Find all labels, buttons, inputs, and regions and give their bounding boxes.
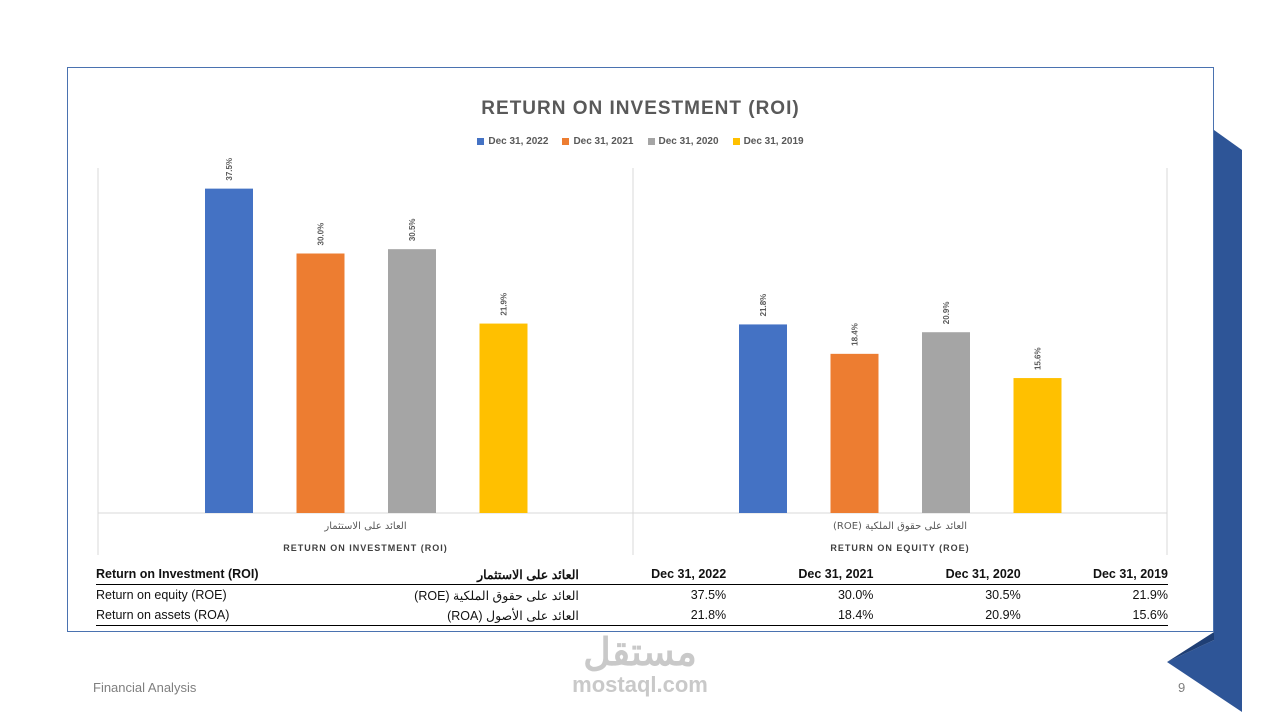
legend-label: Dec 31, 2019 — [743, 136, 804, 147]
table-header-col: Dec 31, 2019 — [1020, 564, 1168, 585]
table-header-row: Return on Investment (ROI) العائد على ال… — [96, 564, 1168, 585]
watermark-url: mostaql.com — [572, 672, 708, 697]
bar — [739, 324, 787, 513]
watermark-logo: مستقل — [583, 632, 697, 674]
legend-item: Dec 31, 2020 — [647, 136, 719, 147]
data-label: 18.4% — [851, 323, 860, 346]
bar — [1013, 378, 1062, 513]
legend-label: Dec 31, 2022 — [488, 136, 549, 147]
legend-swatch — [477, 138, 485, 145]
table-row-label-en: Return on assets (ROA) — [96, 605, 303, 626]
data-label: 20.9% — [942, 302, 951, 325]
legend-label: Dec 31, 2021 — [573, 136, 634, 147]
bar — [830, 353, 879, 513]
table-cell: 37.5% — [690, 588, 727, 602]
table-header-en: Return on Investment (ROI) — [96, 564, 303, 585]
category-label-en: RETURN ON INVESTMENT (ROI) — [283, 543, 448, 553]
table-header-ar: العائد على الاستثمار — [302, 564, 579, 585]
table-cell: 21.8% — [578, 605, 727, 626]
table-cell: 20.9% — [873, 605, 1021, 626]
table-row-label-en: Return on equity (ROE) — [96, 588, 227, 602]
table-header-col: Dec 31, 2020 — [873, 564, 1021, 585]
legend-swatch — [562, 138, 570, 145]
table-cell: 30.5% — [985, 588, 1021, 602]
chart-legend: Dec 31, 2022 Dec 31, 2021 Dec 31, 2020 Dec … — [68, 136, 1213, 147]
bar — [922, 332, 970, 513]
data-label: 30.0% — [317, 223, 326, 246]
category-label-ar: العائد على الاستثمار — [323, 521, 406, 532]
chart-frame: RETURN ON INVESTMENT (ROI) Dec 31, 2022 D… — [67, 67, 1214, 632]
table-cell: 21.9% — [1132, 588, 1168, 602]
table-cell: 15.6% — [1020, 605, 1168, 626]
legend-swatch — [647, 138, 655, 145]
data-label: 37.5% — [225, 158, 234, 181]
watermark: مستقل mostaql.com — [560, 632, 720, 696]
bar — [388, 249, 436, 514]
table-row: Return on equity (ROE) العائد على حقوق ا… — [96, 585, 1168, 606]
legend-item: Dec 31, 2019 — [732, 136, 804, 147]
bar — [296, 253, 345, 513]
legend-label: Dec 31, 2020 — [658, 136, 719, 147]
table-cell: 18.4% — [726, 605, 874, 626]
category-label-en: RETURN ON EQUITY (ROE) — [830, 543, 969, 553]
table-row-label-ar: العائد على الأصول (ROA) — [302, 605, 579, 626]
table-row-label-ar: العائد على حقوق الملكية (ROE) — [414, 588, 579, 603]
table-header-col: Dec 31, 2021 — [726, 564, 874, 585]
data-label: 15.6% — [1034, 347, 1043, 370]
bar-chart: 37.5% 30.0% 30.5% 21.9% العائد على الاستثمار… — [97, 158, 1168, 555]
legend-item: Dec 31, 2021 — [562, 136, 634, 147]
page-number: 9 — [1178, 680, 1186, 695]
legend-item: Dec 31, 2022 — [477, 136, 548, 147]
category-label-ar: العائد على حقوق الملكية (ROE) — [833, 521, 967, 532]
bar — [205, 188, 253, 513]
data-label: 21.8% — [759, 294, 768, 317]
data-label: 30.5% — [408, 218, 417, 241]
legend-swatch — [732, 138, 740, 145]
data-label: 21.9% — [500, 293, 509, 316]
roi-table: Return on Investment (ROI) العائد على ال… — [96, 564, 1168, 626]
footer-title: Financial Analysis — [93, 680, 197, 695]
table-row: Return on assets (ROA) العائد على الأصول… — [96, 605, 1168, 626]
bar — [479, 323, 528, 513]
table-cell: 30.0% — [837, 588, 874, 602]
chart-title: RETURN ON INVESTMENT (ROI) — [481, 98, 800, 119]
table-header-col: Dec 31, 2022 — [578, 564, 727, 585]
